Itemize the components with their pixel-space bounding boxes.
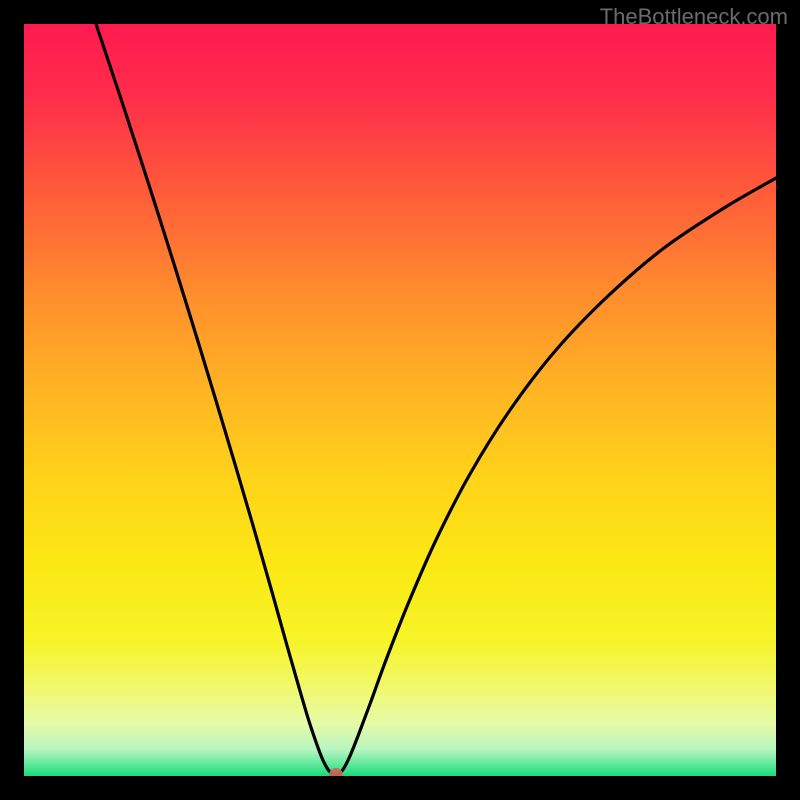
optimum-marker	[329, 768, 343, 776]
bottleneck-curve	[24, 24, 776, 776]
plot-area	[24, 24, 776, 776]
watermark-text: TheBottleneck.com	[600, 4, 788, 30]
